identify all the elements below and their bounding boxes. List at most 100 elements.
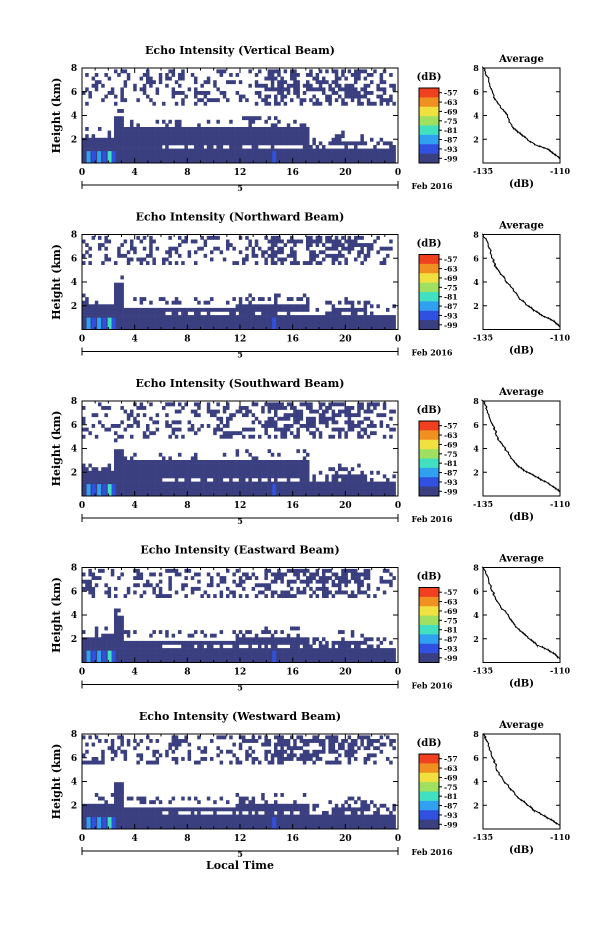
heatmap-cell	[210, 633, 214, 638]
heatmap-cell	[267, 655, 272, 660]
heatmap-cell	[363, 478, 368, 482]
heatmap-cell	[206, 137, 211, 142]
heatmap-cell	[206, 406, 211, 410]
heatmap-cell	[267, 315, 272, 319]
heatmap-cell	[203, 253, 208, 258]
heatmap-cell	[120, 803, 124, 808]
heatmap-cell	[306, 83, 310, 88]
heatmap-cell	[117, 615, 121, 620]
heatmap-cell	[322, 413, 326, 418]
heatmap-cell	[264, 148, 268, 153]
heatmap-cell	[258, 470, 262, 475]
heatmap-cell	[219, 590, 224, 595]
heatmap-cell	[232, 655, 236, 660]
heatmap-cell	[382, 590, 387, 595]
heatmap-cell	[117, 449, 121, 454]
heatmap-cell	[248, 648, 252, 652]
heatmap-cell	[162, 297, 166, 301]
heatmap-cell	[331, 137, 336, 142]
heatmap-cell	[235, 568, 240, 573]
heatmap-cell	[168, 424, 172, 428]
heatmap-cell	[149, 134, 153, 139]
heatmap-cell	[171, 485, 176, 490]
heatmap-cell	[376, 586, 380, 591]
heatmap-cell	[219, 145, 224, 149]
heatmap-cell	[238, 478, 243, 482]
heatmap-cell	[376, 492, 380, 497]
date-label: Feb 2016	[412, 681, 453, 691]
heatmap-cell	[146, 322, 150, 327]
heatmap-cell	[283, 322, 288, 327]
heatmap-cell	[130, 246, 134, 251]
heatmap-cell	[306, 318, 310, 323]
heatmap-cell	[130, 456, 134, 461]
colorbar-tick-label: -81	[444, 126, 458, 135]
heatmap-cell	[357, 243, 361, 247]
heatmap-cell	[194, 307, 198, 312]
heatmap-cell	[114, 449, 118, 454]
heatmap-cell	[149, 145, 153, 149]
heatmap-cell	[222, 257, 227, 262]
heatmap-cell	[136, 325, 140, 330]
heatmap-cell	[149, 658, 153, 663]
heatmap-cell	[251, 420, 256, 425]
heatmap-cell	[331, 148, 336, 153]
heatmap-cell	[114, 470, 118, 475]
heatmap-cell	[232, 246, 236, 251]
heatmap-cell	[280, 76, 284, 81]
heatmap-cell	[178, 119, 182, 124]
heatmap-cell	[181, 73, 185, 77]
heatmap-cell	[248, 460, 252, 464]
heatmap-cell	[155, 307, 160, 312]
heatmap-cell	[251, 250, 256, 255]
heatmap-cell	[290, 127, 294, 131]
heatmap-cell	[280, 87, 284, 92]
heatmap-cell	[184, 460, 188, 464]
heatmap-cell	[258, 69, 262, 74]
heatmap-cell	[341, 87, 345, 92]
colorbar-swatch	[419, 106, 439, 117]
heatmap-cell	[318, 434, 323, 439]
heatmap-cell	[120, 325, 124, 330]
heatmap-cell	[194, 655, 198, 660]
heatmap-cell	[274, 300, 278, 305]
heatmap-cell	[382, 246, 387, 251]
heatmap-cell	[272, 151, 277, 163]
heatmap-cell	[142, 246, 147, 251]
heatmap-cell	[389, 141, 393, 146]
heatmap-cell	[347, 658, 352, 663]
heatmap-cell	[379, 488, 384, 493]
heatmap-cell	[130, 814, 134, 819]
heatmap-cell	[85, 467, 89, 472]
heatmap-cell	[123, 145, 128, 149]
heatmap-cell	[264, 594, 268, 598]
heatmap-cell	[331, 478, 336, 482]
heatmap-cell	[190, 137, 195, 142]
heatmap-cell	[152, 325, 156, 330]
heatmap-cell	[392, 576, 396, 580]
heatmap-cell	[318, 318, 323, 323]
heatmap-cell	[174, 572, 179, 577]
heatmap-cell	[379, 76, 384, 81]
heatmap-cell	[232, 80, 236, 85]
heatmap-cell	[94, 304, 99, 309]
heatmap-cell	[107, 130, 112, 135]
heatmap-cell	[139, 658, 144, 663]
heatmap-cell	[283, 474, 288, 479]
heatmap-cell	[168, 481, 172, 486]
heatmap-cell	[219, 651, 224, 656]
heatmap-cell	[267, 630, 272, 634]
heatmap-cell	[290, 137, 294, 142]
heatmap-cell	[382, 322, 387, 327]
heatmap-cell	[130, 134, 134, 139]
heatmap-cell	[267, 148, 272, 153]
heatmap-cell	[98, 807, 102, 812]
heatmap-cell	[235, 137, 240, 142]
heatmap-cell	[152, 148, 156, 153]
heatmap-cell	[126, 474, 131, 479]
heatmap-cell	[120, 87, 124, 92]
heatmap-cell	[299, 325, 304, 330]
heatmap-cell	[299, 130, 304, 135]
heatmap-cell	[363, 640, 368, 645]
heatmap-cell	[344, 420, 348, 425]
